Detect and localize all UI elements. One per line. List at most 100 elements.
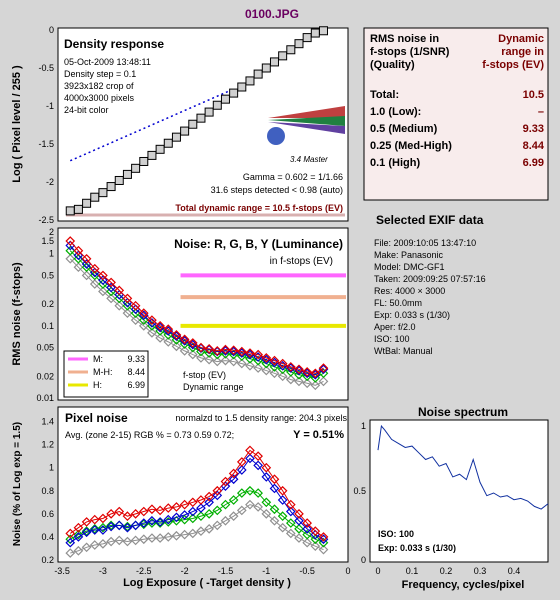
table-header: f-stops (1/SNR) <box>370 46 450 58</box>
gamma-text: Gamma = 0.602 = 1/1.66 <box>243 172 343 182</box>
density-step-marker <box>90 192 100 202</box>
table-row-value: 9.33 <box>523 123 544 135</box>
density-response-panel: Density response 05-Oct-2009 13:48:11 De… <box>11 25 349 225</box>
pixel-point-green <box>73 529 84 540</box>
noise-point-gray <box>220 355 231 366</box>
pixel-point-gray <box>236 505 247 516</box>
noise-point-gray <box>89 279 100 289</box>
noise-point-gray <box>73 262 84 273</box>
noise-point-gray <box>98 286 108 297</box>
density-step-marker <box>98 188 108 198</box>
pixel-point-green <box>228 495 239 505</box>
noise-series-line-gray <box>69 258 324 386</box>
pixel-point-green <box>302 529 313 540</box>
noise-point-red <box>171 330 182 340</box>
noise-point-blue <box>179 335 190 346</box>
pixel-point-blue <box>277 495 288 505</box>
density-step-marker <box>212 100 222 110</box>
spectrum-x-tick: 0.4 <box>508 566 521 576</box>
density-step-marker <box>278 51 288 61</box>
spectrum-line <box>377 424 549 510</box>
spectrum-y-tick: 0.5 <box>353 486 366 496</box>
pixel-point-blue <box>73 532 84 542</box>
noise-point-gray <box>269 368 280 379</box>
pixel-point-red <box>106 508 116 519</box>
noise-point-red <box>130 300 141 311</box>
spectrum-x-tick: 0.2 <box>440 566 453 576</box>
noise-point-red <box>261 353 272 363</box>
noise-spectrum-plot <box>377 424 549 510</box>
noise-point-red <box>253 349 263 360</box>
pixel-point-blue <box>81 527 92 538</box>
noise-point-red <box>81 253 92 264</box>
pixel-point-green <box>138 519 149 530</box>
pixel-point-red <box>122 511 133 522</box>
x-tick-label: -2.5 <box>136 566 152 576</box>
pixel-point-gray <box>261 508 272 519</box>
spectrum-exp: Exp: 0.033 s (1/30) <box>378 543 456 553</box>
pixel-point-blue <box>65 537 76 548</box>
y-tick-label: -0.5 <box>38 63 54 73</box>
noise-y-tick: 2 <box>49 227 54 237</box>
pixel-point-green <box>310 534 321 545</box>
density-info-line: Density step = 0.1 <box>64 69 136 79</box>
noise-point-gray <box>138 321 149 331</box>
noise-point-gray <box>147 328 157 338</box>
exif-line: FL: 50.0mm <box>374 298 422 308</box>
noise-point-blue <box>163 326 174 336</box>
pixel-point-green <box>253 488 263 498</box>
exif-line: WtBal: Manual <box>374 346 433 356</box>
pixel-point-red <box>294 508 304 519</box>
pixel-point-green <box>294 523 304 534</box>
pixel-point-green <box>98 522 108 533</box>
noise-point-green <box>294 369 304 380</box>
pixel-point-blue <box>114 520 125 531</box>
pixel-point-gray <box>228 511 239 522</box>
pixel-y-tick: 0.4 <box>41 532 54 542</box>
pixel-point-red <box>155 505 165 516</box>
exif-line: Aper: f/2.0 <box>374 322 416 332</box>
pixel-point-green <box>277 511 288 522</box>
noise-point-red <box>98 270 108 281</box>
pixel-point-red <box>277 485 288 496</box>
dynamic-range-legend: M: M-H: H: 9.33 8.44 6.99 <box>63 350 149 398</box>
density-step-marker <box>261 63 271 73</box>
x-tick-label: -0.5 <box>299 566 315 576</box>
pixel-point-green <box>89 523 100 534</box>
pixel-point-red <box>98 513 108 524</box>
pixel-point-green <box>106 520 116 531</box>
density-step-marker <box>237 82 247 92</box>
pixel-point-gray <box>302 537 313 548</box>
density-step-marker <box>122 169 132 179</box>
pixel-point-blue <box>187 506 198 517</box>
noise-point-red <box>155 321 165 331</box>
exif-line: Make: Panasonic <box>374 250 444 260</box>
table-header-dr: Dynamic <box>498 33 544 45</box>
table-row-label: 1.0 (Low): <box>370 106 421 118</box>
y-tick-label: -1 <box>46 101 54 111</box>
noise-point-gray <box>285 374 296 385</box>
legend-note: f-stop (EV) <box>183 370 226 380</box>
pixel-point-green <box>204 508 214 519</box>
noise-point-red <box>212 346 223 356</box>
pixel-point-gray <box>155 533 165 543</box>
logo-subtitle: 3.4 Master <box>290 155 328 164</box>
exif-title: Selected EXIF data <box>376 213 484 227</box>
noise-point-blue <box>310 369 321 380</box>
pixel-noise-title: Pixel noise <box>65 411 128 425</box>
pixel-series-line-gray <box>70 504 324 554</box>
density-step-marker <box>73 204 83 214</box>
pixel-point-red <box>318 532 329 542</box>
noise-point-green <box>285 367 296 377</box>
pixel-point-blue <box>228 474 239 485</box>
table-header: (Quality) <box>370 59 415 71</box>
legend-value: 9.33 <box>127 354 145 364</box>
pixel-point-gray <box>269 515 280 526</box>
noise-point-red <box>147 315 157 325</box>
noise-point-gray <box>171 341 182 352</box>
noise-point-blue <box>155 322 165 333</box>
spectrum-title: Noise spectrum <box>418 405 508 419</box>
pixel-noise-y-percent: Y = 0.51% <box>293 429 344 441</box>
legend-key: M: <box>93 354 103 364</box>
pixel-point-gray <box>147 533 157 543</box>
